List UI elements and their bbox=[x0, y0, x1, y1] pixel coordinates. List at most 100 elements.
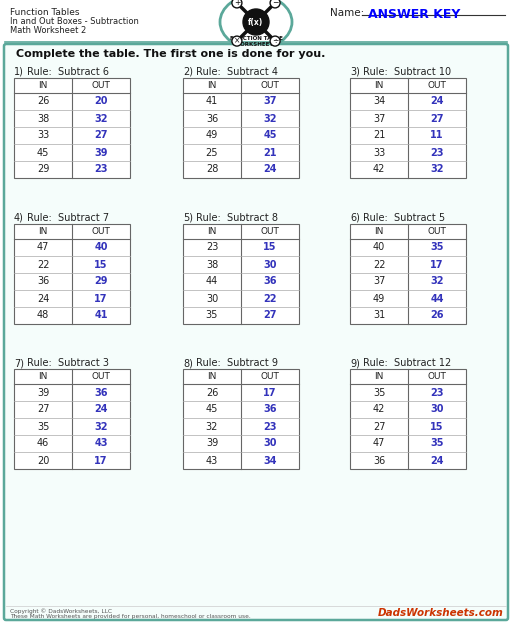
Text: ANSWER KEY: ANSWER KEY bbox=[368, 8, 460, 21]
Text: 20: 20 bbox=[94, 97, 108, 106]
Text: DadsWorksheets.com: DadsWorksheets.com bbox=[378, 608, 504, 618]
Text: Math Worksheet 2: Math Worksheet 2 bbox=[10, 26, 86, 35]
Text: OUT: OUT bbox=[92, 227, 111, 236]
Circle shape bbox=[270, 0, 280, 8]
Text: 30: 30 bbox=[430, 404, 444, 415]
Text: 23: 23 bbox=[430, 147, 444, 157]
Ellipse shape bbox=[220, 0, 292, 49]
Text: 47: 47 bbox=[37, 243, 49, 253]
Text: IN: IN bbox=[374, 227, 383, 236]
Text: 21: 21 bbox=[263, 147, 277, 157]
Text: 39: 39 bbox=[94, 147, 108, 157]
Bar bbox=[14, 369, 130, 469]
Text: 20: 20 bbox=[37, 456, 49, 465]
Text: 39: 39 bbox=[206, 438, 218, 449]
Text: OUT: OUT bbox=[261, 372, 280, 381]
Text: Name:: Name: bbox=[330, 8, 364, 18]
Text: 38: 38 bbox=[37, 113, 49, 124]
Text: OUT: OUT bbox=[92, 81, 111, 90]
Text: 36: 36 bbox=[373, 456, 385, 465]
Circle shape bbox=[270, 36, 280, 46]
Text: 8): 8) bbox=[183, 358, 193, 368]
Text: Complete the table. The first one is done for you.: Complete the table. The first one is don… bbox=[16, 49, 325, 59]
Text: 24: 24 bbox=[430, 456, 444, 465]
Text: 15: 15 bbox=[263, 243, 277, 253]
Text: IN: IN bbox=[207, 372, 217, 381]
Text: 17: 17 bbox=[94, 456, 108, 465]
Text: 32: 32 bbox=[263, 113, 277, 124]
Text: 5): 5) bbox=[183, 213, 193, 223]
Text: Rule:  Subtract 4: Rule: Subtract 4 bbox=[196, 67, 278, 77]
Text: 11: 11 bbox=[430, 131, 444, 141]
Text: 24: 24 bbox=[94, 404, 108, 415]
Text: 27: 27 bbox=[373, 422, 385, 431]
Text: 37: 37 bbox=[373, 113, 385, 124]
Text: 45: 45 bbox=[37, 147, 49, 157]
Text: Rule:  Subtract 12: Rule: Subtract 12 bbox=[363, 358, 451, 368]
Text: 39: 39 bbox=[37, 387, 49, 397]
Text: 30: 30 bbox=[263, 438, 277, 449]
Circle shape bbox=[243, 9, 269, 35]
Text: 44: 44 bbox=[206, 276, 218, 287]
Text: OUT: OUT bbox=[428, 227, 446, 236]
Text: 23: 23 bbox=[263, 422, 277, 431]
Text: 22: 22 bbox=[37, 259, 49, 269]
Text: IN: IN bbox=[38, 81, 48, 90]
Text: 42: 42 bbox=[373, 404, 385, 415]
Text: 49: 49 bbox=[373, 294, 385, 303]
Text: 35: 35 bbox=[206, 310, 218, 321]
Text: 33: 33 bbox=[373, 147, 385, 157]
Text: 31: 31 bbox=[373, 310, 385, 321]
Text: Rule:  Subtract 3: Rule: Subtract 3 bbox=[27, 358, 109, 368]
Text: 26: 26 bbox=[206, 387, 218, 397]
Text: OUT: OUT bbox=[261, 227, 280, 236]
Text: ×: × bbox=[233, 36, 240, 45]
Text: f(x): f(x) bbox=[248, 17, 264, 26]
Text: 24: 24 bbox=[37, 294, 49, 303]
Text: 41: 41 bbox=[206, 97, 218, 106]
Text: 26: 26 bbox=[430, 310, 444, 321]
Text: IN: IN bbox=[207, 227, 217, 236]
Text: 17: 17 bbox=[94, 294, 108, 303]
Text: 27: 27 bbox=[37, 404, 49, 415]
Text: 22: 22 bbox=[263, 294, 277, 303]
Bar bbox=[183, 369, 299, 469]
Circle shape bbox=[232, 36, 242, 46]
Text: 36: 36 bbox=[206, 113, 218, 124]
Text: 21: 21 bbox=[373, 131, 385, 141]
Text: Rule:  Subtract 6: Rule: Subtract 6 bbox=[27, 67, 109, 77]
Text: 35: 35 bbox=[373, 387, 385, 397]
Text: 38: 38 bbox=[206, 259, 218, 269]
Text: 47: 47 bbox=[373, 438, 385, 449]
Text: IN: IN bbox=[38, 227, 48, 236]
Text: Rule:  Subtract 10: Rule: Subtract 10 bbox=[363, 67, 451, 77]
Text: 32: 32 bbox=[206, 422, 218, 431]
Text: 17: 17 bbox=[263, 387, 277, 397]
Text: 9): 9) bbox=[350, 358, 360, 368]
Text: In and Out Boxes - Subtraction: In and Out Boxes - Subtraction bbox=[10, 17, 139, 26]
Text: 49: 49 bbox=[206, 131, 218, 141]
Text: 35: 35 bbox=[430, 243, 444, 253]
Text: 46: 46 bbox=[37, 438, 49, 449]
Text: 25: 25 bbox=[206, 147, 218, 157]
Text: 34: 34 bbox=[263, 456, 277, 465]
Bar bbox=[350, 78, 466, 178]
Text: 7): 7) bbox=[14, 358, 24, 368]
Text: 37: 37 bbox=[263, 97, 277, 106]
Text: 36: 36 bbox=[94, 387, 108, 397]
Text: 43: 43 bbox=[94, 438, 108, 449]
Text: 40: 40 bbox=[373, 243, 385, 253]
Text: OUT: OUT bbox=[92, 372, 111, 381]
Text: IN: IN bbox=[38, 372, 48, 381]
Text: FUNCTION TABLE: FUNCTION TABLE bbox=[229, 35, 283, 40]
Text: OUT: OUT bbox=[261, 81, 280, 90]
Text: 45: 45 bbox=[263, 131, 277, 141]
Circle shape bbox=[232, 0, 242, 8]
Text: 43: 43 bbox=[206, 456, 218, 465]
Text: 30: 30 bbox=[206, 294, 218, 303]
Bar bbox=[14, 78, 130, 178]
Text: 32: 32 bbox=[430, 164, 444, 175]
Text: 48: 48 bbox=[37, 310, 49, 321]
Text: IN: IN bbox=[374, 372, 383, 381]
Text: WORKSHEETS: WORKSHEETS bbox=[234, 42, 278, 47]
